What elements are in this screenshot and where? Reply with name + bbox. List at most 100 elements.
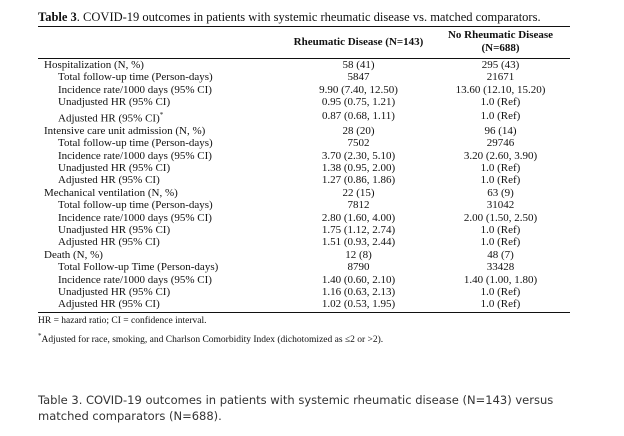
cell-no-rheumatic-disease: 63 (9): [487, 186, 514, 199]
row-label: Adjusted HR (95% CI): [38, 298, 286, 313]
figure-caption: Table 3. COVID-19 outcomes in patients w…: [38, 393, 554, 423]
cell-no-rheumatic-disease: 3.20 (2.60, 3.90): [463, 149, 538, 162]
row-label-text: Unadjusted HR (95% CI): [58, 96, 171, 109]
cell-rheumatic-disease: 1.16 (0.63, 2.13): [321, 285, 396, 298]
row-label-text: Total Follow-up Time (Person-days): [58, 261, 219, 274]
cell-no-rheumatic-disease: 1.40 (1.00, 1.80): [463, 273, 538, 286]
cell-rheumatic-disease: 58 (41): [342, 59, 375, 71]
table-body: Hospitalization (N, %) 58 (41) 295 (43) Tot…: [38, 59, 570, 313]
cell-rheumatic-disease: 9.90 (7.40, 12.50): [319, 83, 398, 96]
row-label-text: Incidence rate/1000 days (95% CI): [58, 211, 212, 224]
row-label: Incidence rate/1000 days (95% CI): [38, 212, 286, 224]
table-title: Table 3. COVID-19 outcomes in patients w…: [38, 10, 570, 24]
table-row: Adjusted HR (95% CI) 1.27 (0.86, 1.86) 1.0…: [38, 174, 570, 186]
table-row: Mechanical ventilation (N, %) 22 (15) 63 (…: [38, 187, 570, 199]
row-label-text: Unadjusted HR (95% CI): [58, 285, 171, 298]
cell-no-rheumatic-disease: 1.0 (Ref): [480, 236, 521, 249]
cell-rheumatic-disease: 7812: [347, 199, 370, 212]
table-title-label: Table 3: [38, 10, 77, 24]
cell-rheumatic-disease: 1.38 (0.95, 2.00): [321, 161, 396, 174]
header-rheumatic-disease: Rheumatic Disease (N=143): [286, 26, 431, 59]
row-label: Incidence rate/1000 days (95% CI): [38, 150, 286, 162]
cell-no-rheumatic-disease: 2.00 (1.50, 2.50): [463, 211, 538, 224]
row-label: Mechanical ventilation (N, %): [38, 187, 286, 199]
footnote-adjustment: *Adjusted for race, smoking, and Charlso…: [38, 329, 570, 347]
row-label: Intensive care unit admission (N, %): [38, 125, 286, 137]
table-row: Incidence rate/1000 days (95% CI) 3.70 (2…: [38, 150, 570, 162]
cell-rheumatic-disease: 1.40 (0.60, 2.10): [321, 273, 396, 286]
row-label-text: Total follow-up time (Person-days): [58, 71, 213, 84]
row-label-text: Mechanical ventilation (N, %): [44, 186, 178, 199]
table-title-text: . COVID-19 outcomes in patients with sys…: [76, 10, 541, 24]
row-label-text: Adjusted HR (95% CI): [58, 174, 160, 187]
row-label-text: Adjusted HR (95% CI): [58, 236, 160, 249]
cell-rheumatic-disease: 1.75 (1.12, 2.74): [321, 223, 396, 236]
row-label-text: Unadjusted HR (95% CI): [58, 161, 171, 174]
table-row: Unadjusted HR (95% CI) 0.95 (0.75, 1.21) 1…: [38, 96, 570, 108]
cell-no-rheumatic-disease: 295 (43): [481, 59, 520, 71]
row-label: Total follow-up time (Person-days): [38, 137, 286, 149]
cell-no-rheumatic-disease: 13.60 (12.10, 15.20): [455, 83, 546, 96]
cell-no-rheumatic-disease: 1.0 (Ref): [480, 285, 521, 298]
cell-rheumatic-disease: 0.87 (0.68, 1.11): [322, 110, 395, 123]
row-label: Total follow-up time (Person-days): [38, 199, 286, 211]
cell-no-rheumatic-disease: 21671: [486, 71, 515, 84]
row-label-text: Incidence rate/1000 days (95% CI): [58, 83, 212, 96]
table-row: Adjusted HR (95% CI) 1.51 (0.93, 2.44) 1.0…: [38, 236, 570, 248]
row-label: Unadjusted HR (95% CI): [38, 224, 286, 236]
header-no-rheumatic-disease: No Rheumatic Disease (N=688): [431, 26, 570, 59]
cell-rheumatic-disease: 1.02 (0.53, 1.95): [286, 298, 431, 313]
cell-no-rheumatic-disease: 1.0 (Ref): [480, 174, 521, 187]
table-row: Unadjusted HR (95% CI) 1.16 (0.63, 2.13) 1…: [38, 286, 570, 298]
cell-rheumatic-disease: 1.27 (0.86, 1.86): [321, 174, 396, 187]
row-label: Unadjusted HR (95% CI): [38, 162, 286, 174]
table-row: Hospitalization (N, %) 58 (41) 295 (43): [38, 59, 570, 72]
row-label-text: Unadjusted HR (95% CI): [58, 223, 171, 236]
row-label: Incidence rate/1000 days (95% CI): [38, 84, 286, 96]
table-row: Adjusted HR (95% CI)* 0.87 (0.68, 1.11) 1.…: [38, 109, 570, 125]
row-label-text: Total follow-up time (Person-days): [58, 137, 213, 150]
header-outcome: [38, 26, 286, 59]
row-label-text: Hospitalization (N, %): [44, 59, 144, 71]
row-label: Total follow-up time (Person-days): [38, 71, 286, 83]
cell-no-rheumatic-disease: 1.0 (Ref): [480, 110, 521, 123]
table-row: Intensive care unit admission (N, %) 28 (…: [38, 125, 570, 137]
cell-no-rheumatic-disease: 1.0 (Ref): [480, 161, 521, 174]
table-header-row: Rheumatic Disease (N=143) No Rheumatic D…: [38, 26, 570, 59]
row-label-text: Total follow-up time (Person-days): [58, 199, 213, 212]
footnote-adjustment-text: Adjusted for race, smoking, and Charlson…: [41, 334, 384, 345]
row-label: Total Follow-up Time (Person-days): [38, 261, 286, 273]
table-row: Unadjusted HR (95% CI) 1.75 (1.12, 2.74) 1…: [38, 224, 570, 236]
row-label-text: Incidence rate/1000 days (95% CI): [58, 149, 212, 162]
table-row: Unadjusted HR (95% CI) 1.38 (0.95, 2.00) 1…: [38, 162, 570, 174]
footnote-abbreviations: HR = hazard ratio; CI = confidence inter…: [38, 315, 207, 326]
cell-rheumatic-disease: 0.95 (0.75, 1.21): [321, 96, 396, 109]
row-label: Unadjusted HR (95% CI): [38, 286, 286, 298]
cell-rheumatic-disease: 5847: [347, 71, 370, 84]
cell-no-rheumatic-disease: 48 (7): [487, 248, 514, 261]
footnote-star-mark: *: [38, 331, 42, 340]
row-label: Adjusted HR (95% CI): [38, 174, 286, 186]
table-row: Adjusted HR (95% CI) 1.02 (0.53, 1.95) 1.0…: [38, 298, 570, 313]
footnote-marker: *: [159, 110, 164, 119]
row-label-text: Adjusted HR (95% CI): [58, 298, 160, 311]
cell-rheumatic-disease: 2.80 (1.60, 4.00): [321, 211, 396, 224]
table-row: Total follow-up time (Person-days) 7812 31…: [38, 199, 570, 211]
row-label: Adjusted HR (95% CI): [38, 236, 286, 248]
row-label: Hospitalization (N, %): [38, 59, 286, 72]
table-row: Incidence rate/1000 days (95% CI) 2.80 (1…: [38, 212, 570, 224]
table-row: Total follow-up time (Person-days) 5847 21…: [38, 71, 570, 83]
cell-no-rheumatic-disease: 1.0 (Ref): [480, 96, 521, 109]
cell-rheumatic-disease: 28 (20): [342, 124, 375, 137]
cell-no-rheumatic-disease: 1.0 (Ref): [431, 298, 570, 313]
table-row: Death (N, %) 12 (8) 48 (7): [38, 249, 570, 261]
cell-rheumatic-disease: 1.51 (0.93, 2.44): [321, 236, 396, 249]
row-label: Death (N, %): [38, 249, 286, 261]
row-label-text: Incidence rate/1000 days (95% CI): [58, 273, 212, 286]
cell-rheumatic-disease: 12 (8): [345, 248, 372, 261]
outcomes-table: Rheumatic Disease (N=143) No Rheumatic D…: [38, 26, 570, 313]
table-row: Total follow-up time (Person-days) 7502 29…: [38, 137, 570, 149]
cell-no-rheumatic-disease: 33428: [486, 261, 515, 274]
cell-rheumatic-disease: 8790: [347, 261, 370, 274]
cell-rheumatic-disease: 3.70 (2.30, 5.10): [321, 149, 396, 162]
